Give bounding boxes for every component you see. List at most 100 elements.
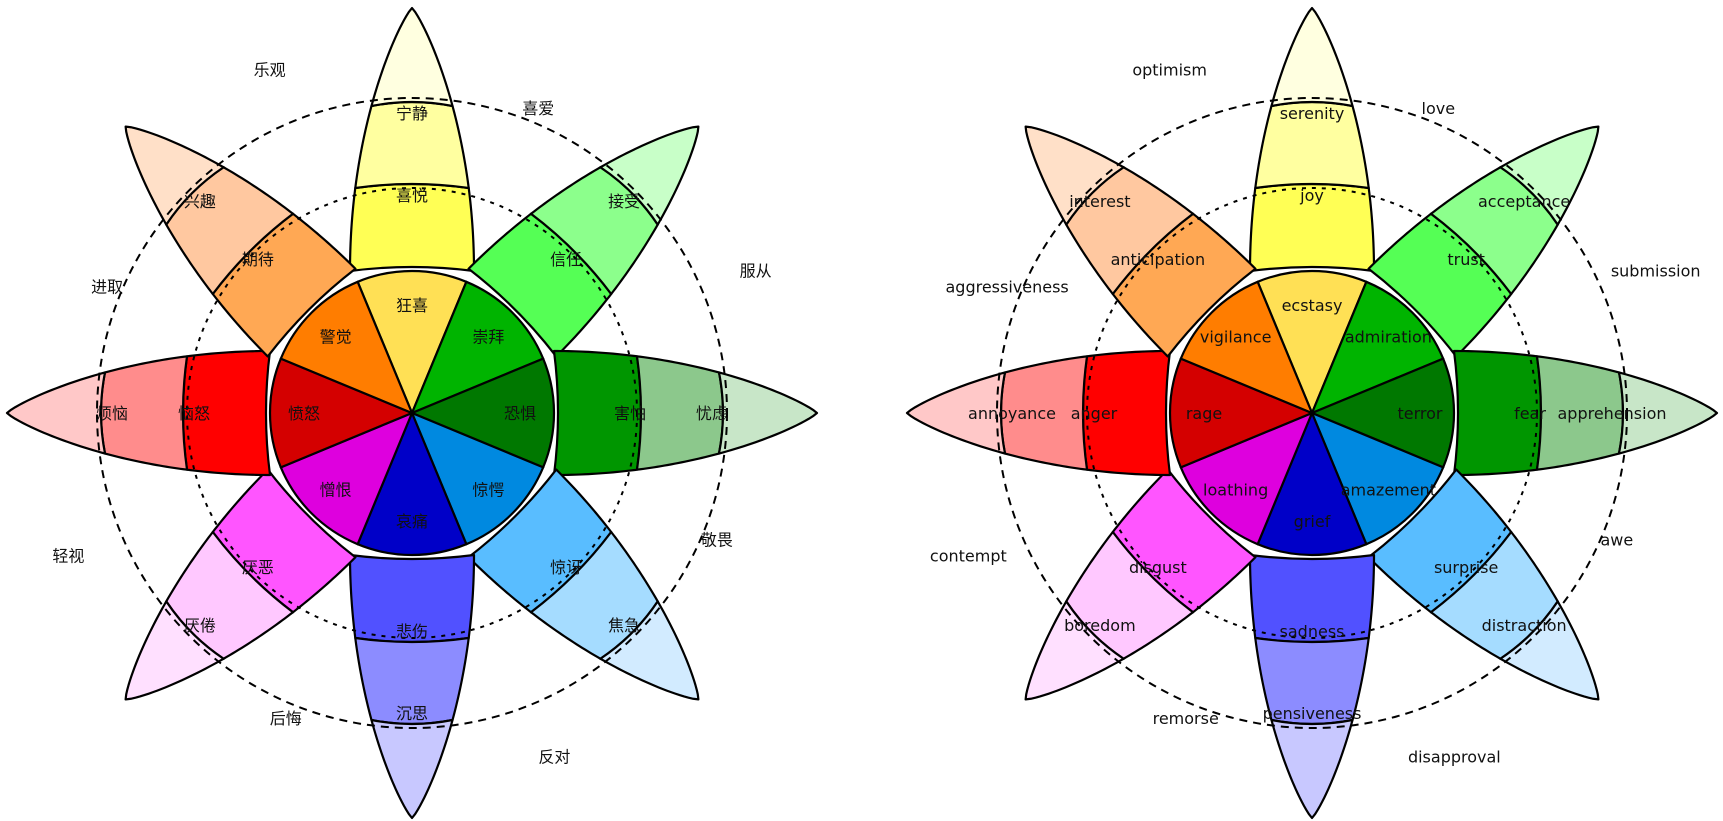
disgust-petal [124, 468, 357, 701]
joy-center-sector [1256, 269, 1368, 415]
surprise-band-2 [1429, 530, 1559, 660]
surprise-outer-label: 焦急 [608, 616, 640, 635]
surprise-band-1 [467, 468, 613, 614]
fear-middle-label: 害怕 [614, 404, 646, 423]
trust-outer-label: 接受 [608, 192, 640, 211]
fear-band-3 [1617, 371, 1719, 455]
surprise-band-1 [1367, 468, 1513, 614]
surprise-petal [467, 468, 700, 701]
anger-petal [905, 349, 1172, 477]
dyad-label: submission [1611, 262, 1701, 281]
outer-dashed-ring [96, 97, 728, 729]
disgust-center-sector [1179, 411, 1314, 546]
anticipation-inner-label: 警觉 [320, 328, 352, 347]
joy-petal [1248, 6, 1376, 273]
anticipation-band-2 [1065, 166, 1195, 296]
joy-outer-label: 宁静 [396, 104, 428, 123]
sadness-band-2 [354, 636, 470, 726]
trust-band-2 [529, 166, 659, 296]
trust-outer-label: acceptance [1478, 192, 1570, 211]
sadness-band-1 [1248, 553, 1376, 644]
inner-dashed-ring [186, 187, 638, 639]
trust-middle-label: trust [1447, 250, 1485, 269]
fear-band-1 [1452, 349, 1543, 477]
anger-inner-label: rage [1186, 404, 1222, 423]
fear-inner-label: 恐惧 [504, 404, 536, 423]
sadness-band-2 [1254, 636, 1370, 726]
dyad-label: 敬畏 [701, 530, 733, 549]
sadness-band-3 [370, 718, 454, 820]
anger-band-1 [181, 349, 272, 477]
anger-center-sector [1168, 357, 1314, 469]
anticipation-inner-label: vigilance [1200, 328, 1272, 347]
anger-band-3 [905, 371, 1007, 455]
anger-outer-label: 烦恼 [96, 404, 128, 423]
sadness-outer-label: 沉思 [396, 704, 428, 723]
disgust-outer-label: 厌倦 [184, 616, 216, 635]
disgust-band-1 [211, 468, 357, 614]
anger-band-3 [5, 371, 107, 455]
dyad-label: aggressiveness [945, 278, 1068, 297]
anticipation-center-sector [1179, 280, 1314, 415]
dyad-label: 进取 [91, 278, 123, 297]
surprise-band-3 [1499, 600, 1600, 701]
joy-outer-label: serenity [1280, 104, 1345, 123]
trust-petal [1367, 125, 1600, 358]
sadness-center-sector [356, 411, 468, 557]
fear-inner-label: terror [1397, 404, 1442, 423]
anger-band-1 [1081, 349, 1172, 477]
joy-inner-label: ecstasy [1282, 296, 1343, 315]
dyad-label: 服从 [740, 262, 772, 281]
dyad-label: remorse [1153, 709, 1219, 728]
disgust-middle-label: 厌恶 [242, 558, 274, 577]
trust-center-sector [410, 280, 545, 415]
sadness-inner-label: grief [1294, 512, 1331, 531]
anger-center-sector [268, 357, 414, 469]
disgust-band-3 [1024, 600, 1125, 701]
anticipation-center-sector [279, 280, 414, 415]
anger-middle-label: anger [1071, 404, 1118, 423]
anger-band-2 [99, 355, 189, 471]
anticipation-band-3 [1024, 125, 1125, 226]
trust-band-2 [1429, 166, 1559, 296]
anger-middle-label: 恼怒 [178, 404, 210, 423]
outer-dashed-ring [996, 97, 1628, 729]
fear-outer-label: 忧虑 [696, 404, 728, 423]
disgust-outer-label: boredom [1064, 616, 1136, 635]
anticipation-band-1 [211, 212, 357, 358]
anticipation-petal [1024, 125, 1257, 358]
fear-petal [552, 349, 819, 477]
dyad-label: love [1422, 99, 1456, 118]
joy-petal [348, 6, 476, 273]
emotion-wheel-english: serenity joy ecstasy acceptance trust admirat… [905, 6, 1719, 820]
trust-middle-label: 信任 [550, 250, 582, 269]
surprise-center-sector [1310, 411, 1445, 546]
joy-band-2 [1254, 100, 1370, 190]
fear-band-1 [552, 349, 643, 477]
sadness-middle-label: 悲伤 [396, 622, 428, 641]
joy-inner-label: 狂喜 [396, 296, 428, 315]
surprise-petal [1367, 468, 1600, 701]
disgust-inner-label: 憎恨 [320, 480, 352, 499]
disgust-inner-label: loathing [1203, 480, 1268, 499]
inner-dashed-ring [1086, 187, 1538, 639]
anticipation-band-1 [1111, 212, 1257, 358]
joy-band-3 [1270, 6, 1354, 108]
anger-band-2 [999, 355, 1089, 471]
trust-inner-label: admiration [1345, 328, 1432, 347]
trust-band-1 [1367, 212, 1513, 358]
anticipation-outer-label: interest [1069, 192, 1130, 211]
anger-inner-label: 愤怒 [288, 404, 320, 423]
anger-outer-label: annoyance [968, 404, 1056, 423]
dyad-label: 轻视 [52, 546, 84, 565]
sadness-band-3 [1270, 718, 1354, 820]
fear-petal [1452, 349, 1719, 477]
sadness-center-sector [1256, 411, 1368, 557]
anticipation-petal [124, 125, 357, 358]
fear-center-sector [410, 357, 556, 469]
disgust-petal [1024, 468, 1257, 701]
fear-band-3 [717, 371, 819, 455]
disgust-middle-label: disgust [1129, 558, 1187, 577]
trust-petal [467, 125, 700, 358]
trust-band-3 [599, 125, 700, 226]
